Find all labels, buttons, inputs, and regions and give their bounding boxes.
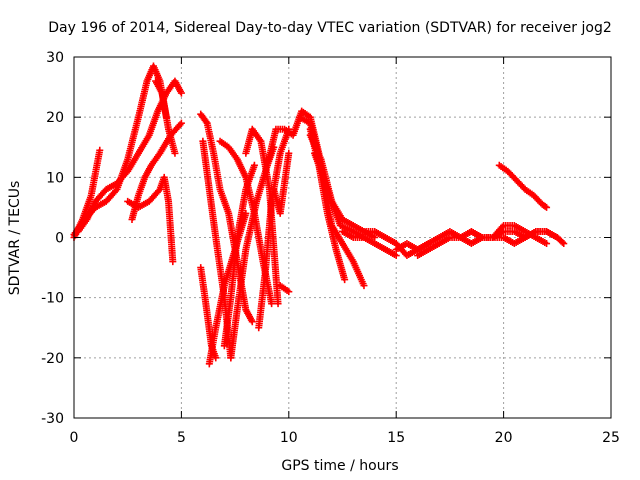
series-arc-6 bbox=[152, 77, 179, 157]
data-point bbox=[541, 202, 549, 210]
y-tick-label: -10 bbox=[41, 291, 64, 307]
data-point bbox=[558, 238, 566, 246]
data-point bbox=[285, 288, 293, 296]
data-point bbox=[560, 240, 568, 248]
x-tick-label: 15 bbox=[387, 430, 405, 446]
series-arc-28 bbox=[495, 161, 551, 211]
y-tick-label: -20 bbox=[41, 351, 64, 367]
chart-title: Day 196 of 2014, Sidereal Day-to-day VTE… bbox=[48, 20, 611, 36]
y-tick-label: 0 bbox=[55, 231, 64, 247]
x-tick-label: 20 bbox=[495, 430, 513, 446]
data-point bbox=[341, 276, 349, 284]
y-tick-label: 30 bbox=[46, 50, 64, 66]
data-point bbox=[268, 300, 276, 308]
x-tick-label: 5 bbox=[177, 430, 186, 446]
data-point bbox=[169, 258, 177, 266]
x-tick-label: 10 bbox=[280, 430, 298, 446]
series-arc-17 bbox=[270, 149, 293, 217]
series-arc-27 bbox=[467, 221, 551, 248]
data-point bbox=[248, 318, 256, 326]
x-tick-label: 25 bbox=[602, 430, 620, 446]
series-arc-13 bbox=[227, 143, 278, 362]
data-point bbox=[250, 161, 258, 169]
data-point bbox=[177, 89, 185, 97]
data-points bbox=[70, 62, 568, 368]
data-point bbox=[285, 149, 293, 157]
y-tick-label: -30 bbox=[41, 411, 64, 427]
data-point bbox=[498, 223, 506, 231]
data-point bbox=[171, 149, 179, 157]
data-point bbox=[392, 252, 400, 260]
x-tick-label: 0 bbox=[70, 430, 79, 446]
data-point bbox=[177, 119, 185, 127]
y-tick-label: 20 bbox=[46, 110, 64, 126]
series-arc-5 bbox=[124, 173, 177, 266]
data-point bbox=[155, 187, 163, 195]
series-arc-18 bbox=[276, 282, 293, 296]
data-point bbox=[202, 118, 210, 126]
data-point bbox=[371, 234, 379, 241]
series-arc-11 bbox=[216, 137, 276, 308]
axes: 0 5 10 15 20 25 -30 -20 -10 0 10 20 30 bbox=[41, 50, 620, 446]
data-point bbox=[274, 300, 282, 308]
data-point bbox=[543, 203, 551, 211]
data-point bbox=[96, 146, 104, 154]
data-point bbox=[360, 282, 368, 290]
series-arc-9 bbox=[197, 264, 220, 362]
series-arc-12 bbox=[220, 161, 258, 350]
data-point bbox=[112, 187, 120, 195]
x-axis-label: GPS time / hours bbox=[281, 458, 398, 474]
y-tick-label: 10 bbox=[46, 170, 64, 186]
data-point bbox=[242, 209, 250, 217]
series-arc-23 bbox=[339, 227, 400, 260]
data-point bbox=[176, 121, 184, 129]
data-point bbox=[543, 240, 551, 248]
y-axis-label: SDTVAR / TECUs bbox=[7, 181, 23, 296]
